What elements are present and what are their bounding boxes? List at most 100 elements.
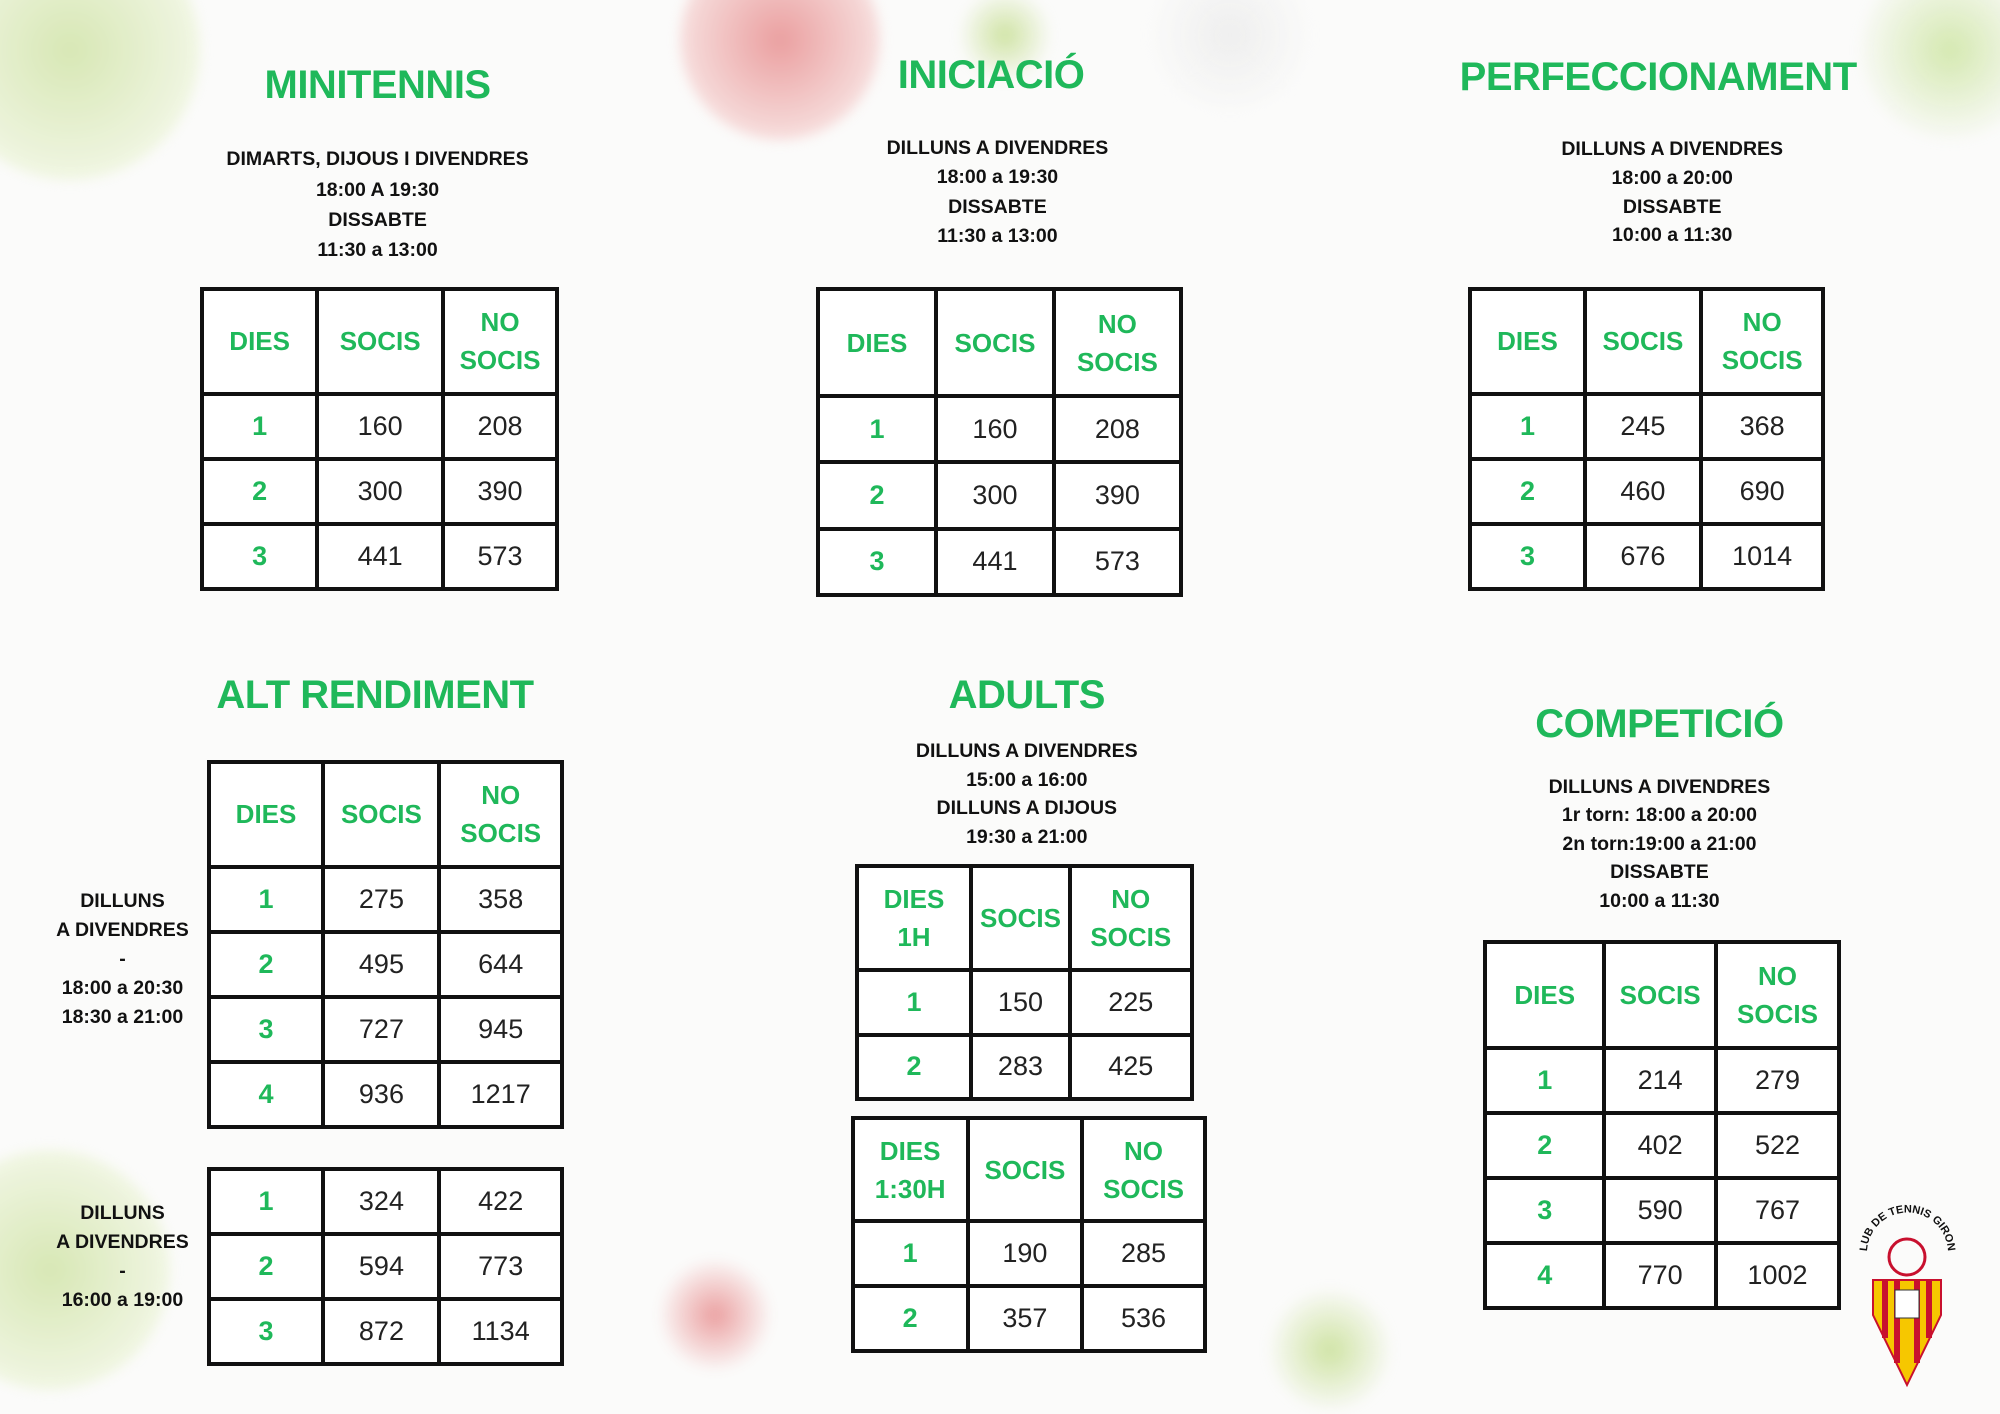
price-table: DIES 1:30H SOCIS NO SOCIS 1 190 285 2 357 536	[850, 1116, 1207, 1354]
side-label: -	[119, 947, 126, 970]
header-cell: DIES	[1472, 290, 1583, 392]
decoration	[960, 0, 1050, 80]
price-cell: 936	[325, 1063, 438, 1125]
side-label: DILLUNS	[80, 1202, 165, 1224]
price-table: DIES 1H SOCIS NO SOCIS 1 150 225 2 283 425	[854, 863, 1194, 1101]
days-cell: 3	[1472, 525, 1583, 587]
header-cell: DIES	[820, 290, 934, 395]
side-label: A DIVENDRES	[56, 918, 189, 941]
schedule-line: DISSABTE	[1622, 195, 1722, 218]
days-cell: 2	[210, 933, 322, 995]
price-table: DIES SOCIS NO SOCIS 1 160 208 2 300 390 3 441 573	[816, 286, 1183, 598]
header-text: SOCIS	[340, 799, 422, 830]
price-cell: 676	[1586, 525, 1699, 587]
header-text: SOCIS	[339, 326, 421, 357]
days-cell: 2	[858, 1036, 970, 1097]
header-text: NO SOCIS	[1076, 308, 1158, 377]
price-cell: 727	[325, 998, 438, 1060]
days-cell: 1	[210, 868, 322, 930]
days-cell: 2	[854, 1288, 966, 1350]
header-text: NO SOCIS	[459, 307, 541, 376]
header-cell: SOCIS	[325, 764, 438, 865]
logo-text: CLUB DE TENNIS GIRONA	[1855, 1195, 1957, 1252]
schedule-line: 18:00 a 20:00	[1611, 166, 1733, 189]
header-cell: DIES 1H	[858, 867, 970, 969]
days-cell: 1	[1487, 1049, 1603, 1111]
price-cell: 160	[937, 398, 1053, 461]
price-cell: 590	[1606, 1180, 1715, 1242]
price-table: DIES SOCIS NO SOCIS 1 160 208 2 300 390 3 441 573	[200, 286, 559, 591]
days-cell: 1	[858, 972, 970, 1033]
header-cell: NO SOCIS	[1702, 290, 1822, 392]
days-cell: 1	[1472, 395, 1583, 457]
header-text: NO SOCIS	[1090, 883, 1172, 952]
price-cell: 300	[319, 460, 442, 522]
price-cell: 1134	[441, 1301, 560, 1363]
header-text: SOCIS	[984, 1154, 1066, 1185]
schedule-line: 18:00 a 19:30	[936, 166, 1059, 189]
decoration	[1270, 1290, 1390, 1410]
days-cell: 3	[1487, 1180, 1603, 1242]
price-table: DIES SOCIS NO SOCIS 1 245 368 2 460 690 3 676 1014	[1468, 286, 1826, 591]
side-label: A DIVENDRES	[56, 1230, 189, 1253]
price-cell: 245	[1586, 395, 1699, 457]
schedule-line: DILLUNS A DIVENDRES	[886, 136, 1109, 159]
header-text: DIES	[229, 326, 290, 357]
price-cell: 422	[441, 1171, 560, 1233]
header-cell: NO SOCIS	[1084, 1120, 1203, 1220]
price-cell: 1217	[441, 1063, 560, 1125]
club-logo: CLUB DE TENNIS GIRONA	[1855, 1195, 1957, 1388]
days-cell: 3	[820, 530, 934, 594]
days-cell: 2	[820, 464, 934, 527]
header-text: SOCIS	[954, 327, 1036, 358]
days-cell: 1	[204, 395, 316, 457]
header-text: DIES	[1514, 979, 1576, 1010]
side-label: 18:30 a 21:00	[61, 1005, 184, 1028]
price-cell: 441	[319, 525, 442, 587]
schedule-line: 1r torn: 18:00 a 20:00	[1561, 804, 1757, 827]
price-cell: 644	[441, 933, 560, 995]
header-cell: NO SOCIS	[1718, 944, 1837, 1046]
price-cell: 536	[1084, 1288, 1203, 1350]
price-cell: 594	[325, 1236, 438, 1298]
header-cell: NO SOCIS	[445, 290, 555, 392]
logo-ring	[1887, 1237, 1927, 1277]
header-text: SOCIS	[980, 902, 1061, 933]
header-text: DIES	[1497, 326, 1558, 357]
price-cell: 495	[325, 933, 438, 995]
price-cell: 225	[1071, 972, 1190, 1033]
price-cell: 573	[445, 525, 555, 587]
price-cell: 275	[325, 868, 438, 930]
header-cell: SOCIS	[1586, 290, 1699, 392]
price-cell: 402	[1606, 1114, 1715, 1176]
price-cell: 945	[441, 998, 560, 1060]
header-cell: SOCIS	[973, 867, 1068, 969]
header-cell: SOCIS	[937, 290, 1053, 395]
schedule-line: DIMARTS, DIJOUS I DIVENDRES	[226, 148, 529, 171]
decoration	[660, 1260, 770, 1370]
header-cell: NO SOCIS	[1071, 867, 1190, 969]
section-title: INICIACIÓ	[897, 53, 1085, 98]
section-title: PERFECCIONAMENT	[1459, 54, 1857, 99]
section-title: ALT RENDIMENT	[216, 673, 534, 718]
price-cell: 390	[445, 460, 555, 522]
price-cell: 390	[1056, 464, 1179, 527]
header-text: NO SOCIS	[1103, 1135, 1184, 1204]
days-cell: 4	[1487, 1245, 1603, 1307]
schedule-line: 18:00 A 19:30	[315, 178, 440, 201]
days-cell: 3	[210, 998, 322, 1060]
days-cell: 2	[210, 1236, 322, 1298]
price-cell: 368	[1702, 395, 1822, 457]
schedule-line: DISSABTE	[1610, 861, 1709, 884]
section-title: COMPETICIÓ	[1535, 702, 1784, 747]
header-cell: NO SOCIS	[441, 764, 560, 865]
price-cell: 522	[1718, 1114, 1837, 1176]
schedule-line: 10:00 a 11:30	[1599, 889, 1720, 912]
logo-text: CLUB DE TENNIS GIRONA	[1855, 1195, 1957, 1252]
price-cell: 441	[937, 530, 1053, 594]
header-cell: DIES	[204, 290, 316, 392]
price-cell: 357	[969, 1288, 1081, 1350]
schedule-line: 11:30 a 13:00	[317, 238, 438, 261]
price-cell: 190	[969, 1223, 1081, 1285]
schedule-line: 11:30 a 13:00	[937, 224, 1058, 247]
